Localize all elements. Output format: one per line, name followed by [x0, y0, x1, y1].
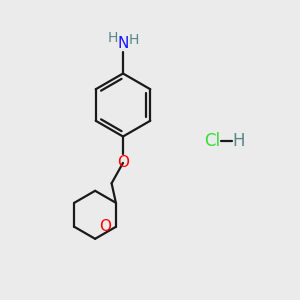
Text: O: O [99, 219, 111, 234]
Text: O: O [117, 155, 129, 170]
Text: Cl: Cl [204, 132, 220, 150]
Text: H: H [232, 132, 245, 150]
Text: H: H [128, 32, 139, 46]
Text: N: N [117, 36, 129, 51]
Text: H: H [107, 31, 118, 45]
